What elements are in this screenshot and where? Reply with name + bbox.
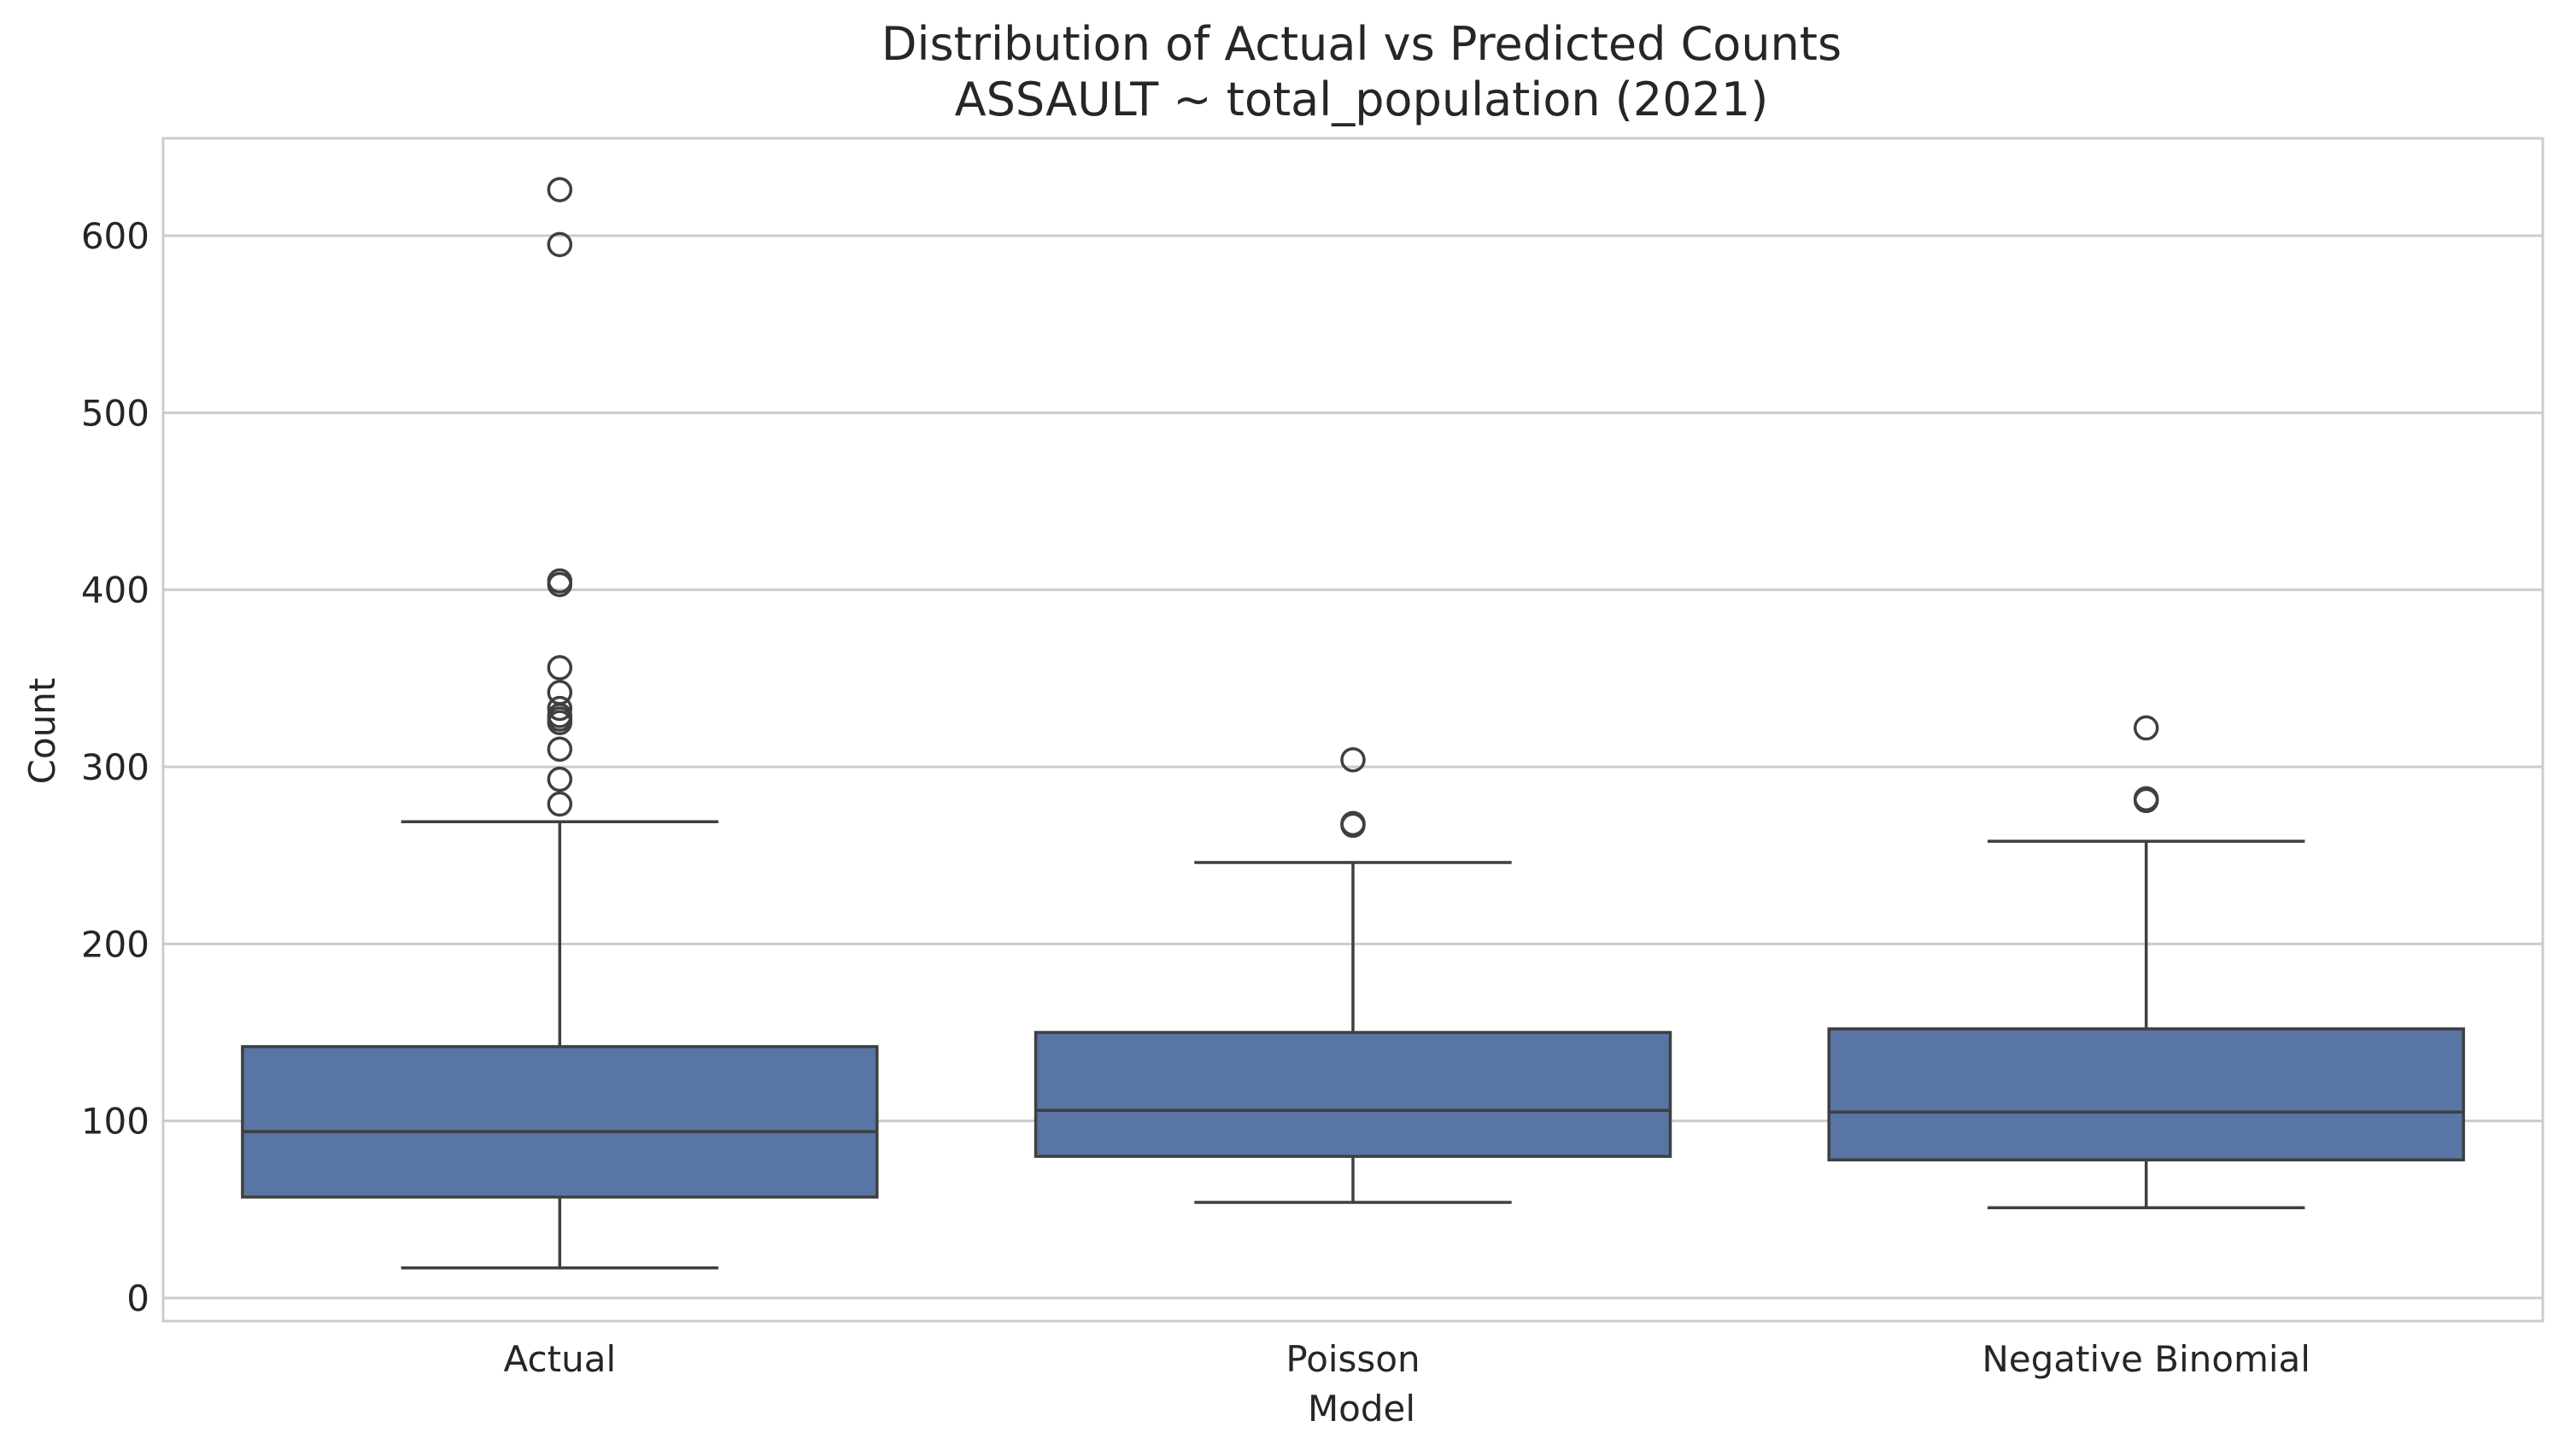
y-tick-label: 300: [81, 746, 149, 788]
x-axis-ticks: Actual Poisson Negative Binomial: [504, 1338, 2310, 1380]
outlier-point: [547, 695, 573, 722]
x-tick-label: Negative Binomial: [1982, 1338, 2310, 1380]
outlier-point: [547, 177, 573, 202]
y-axis-label: Count: [21, 678, 63, 785]
outlier-point: [547, 766, 573, 792]
outlier-point: [2133, 715, 2159, 741]
y-tick-label: 100: [81, 1101, 149, 1143]
outlier-point: [1340, 810, 1366, 837]
y-tick-label: 200: [81, 923, 149, 965]
box-iqr: [241, 1044, 879, 1199]
x-tick-label: Poisson: [1286, 1338, 1420, 1380]
outlier-point: [2133, 786, 2159, 812]
outlier-point: [547, 791, 573, 817]
outlier-point: [547, 568, 573, 594]
chart-title-line-2: ASSAULT ~ total_population (2021): [955, 73, 1769, 126]
box-iqr: [1827, 1027, 2465, 1162]
y-tick-label: 600: [81, 215, 149, 257]
y-tick-label: 400: [81, 570, 149, 611]
y-tick-label: 500: [81, 392, 149, 434]
box-group: [1034, 746, 1672, 1204]
outlier-point: [547, 680, 573, 705]
x-axis-label: Model: [1308, 1388, 1415, 1430]
box-iqr: [1034, 1031, 1672, 1158]
chart-title-line-1: Distribution of Actual vs Predicted Coun…: [881, 17, 1842, 71]
outlier-point: [1340, 746, 1366, 773]
plot-frame: [161, 137, 2545, 1323]
outlier-point: [547, 655, 573, 681]
outlier-point: [547, 736, 573, 763]
y-tick-label: 0: [126, 1278, 149, 1319]
box-group: [241, 177, 879, 1270]
box-plot-area: [241, 177, 2465, 1270]
box-group: [1827, 715, 2465, 1210]
y-axis-ticks: 0 100 200 300 400 500 600: [81, 215, 149, 1319]
x-tick-label: Actual: [504, 1338, 617, 1380]
outlier-point: [547, 231, 573, 258]
